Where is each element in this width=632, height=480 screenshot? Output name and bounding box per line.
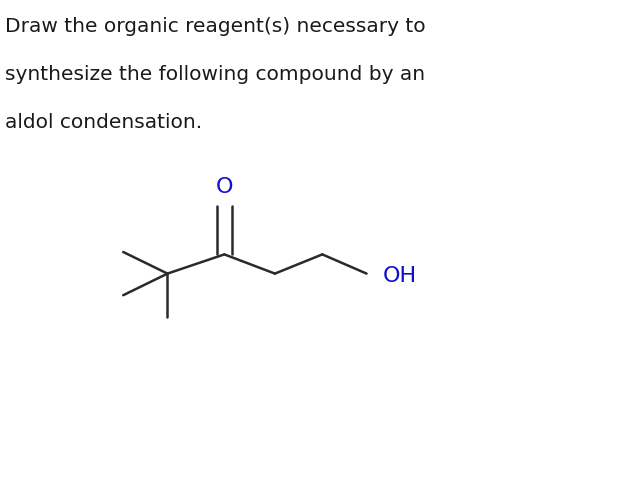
Text: O: O bbox=[216, 177, 233, 197]
Text: synthesize the following compound by an: synthesize the following compound by an bbox=[5, 65, 425, 84]
Text: OH: OH bbox=[382, 266, 416, 286]
Text: Draw the organic reagent(s) necessary to: Draw the organic reagent(s) necessary to bbox=[5, 17, 426, 36]
Text: aldol condensation.: aldol condensation. bbox=[5, 113, 202, 132]
